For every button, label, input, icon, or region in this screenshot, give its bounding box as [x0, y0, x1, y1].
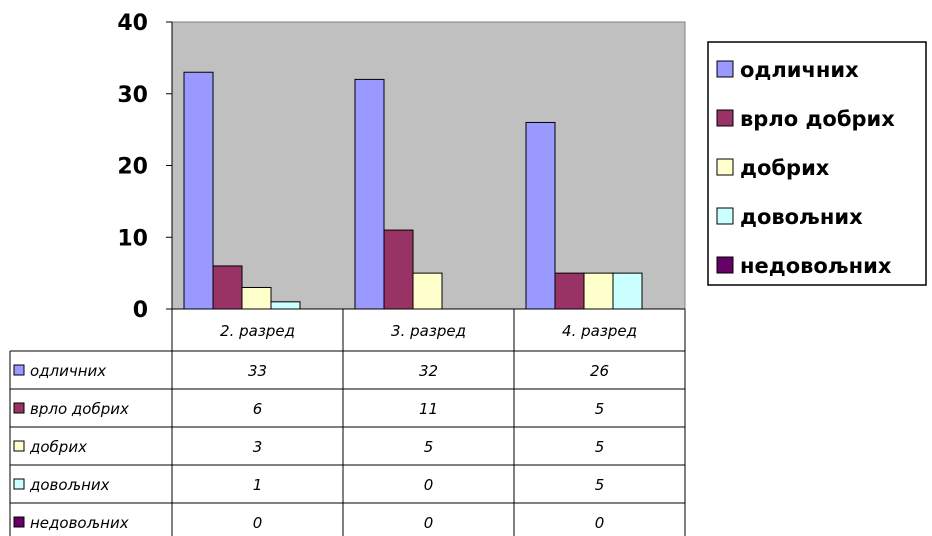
- bar-1-1: [183, 71, 214, 310]
- legend: одличних врло добрих добрих довољних недовољ…: [707, 41, 927, 286]
- bar-1-2: [354, 78, 385, 310]
- bar-3-1: [241, 286, 272, 310]
- bar-2-2: [383, 229, 414, 310]
- category-label: 3. разред: [391, 322, 466, 340]
- legend-label: довољних: [740, 205, 863, 229]
- table-swatch: [13, 402, 25, 414]
- table-series-label: одличних: [30, 362, 106, 380]
- legend-label: добрих: [740, 156, 830, 180]
- bar-2-3: [554, 272, 585, 310]
- table-value: 5: [595, 400, 605, 418]
- bar-2-1: [212, 265, 243, 310]
- table-swatch: [13, 364, 25, 376]
- legend-swatch: [716, 60, 734, 78]
- table-value: 0: [253, 514, 263, 532]
- legend-swatch: [716, 158, 734, 176]
- y-axis: 0 10 20 30 40: [117, 11, 172, 323]
- legend-label: врло добрих: [740, 107, 895, 131]
- table-value: 5: [595, 438, 605, 456]
- bar-3-2: [412, 272, 443, 310]
- plot-area: [171, 21, 686, 310]
- legend-label: одличних: [740, 58, 859, 82]
- table-value: 5: [424, 438, 434, 456]
- table-series-label: довољних: [29, 476, 110, 494]
- table-value: 33: [248, 362, 267, 380]
- bars-group: [183, 71, 643, 310]
- category-label: 2. разред: [220, 322, 295, 340]
- y-tick-label: 0: [133, 298, 148, 323]
- bar-4-3: [612, 272, 643, 310]
- y-tick-label: 20: [117, 155, 148, 180]
- legend-swatch: [716, 109, 734, 127]
- legend-label: недовољних: [740, 254, 892, 278]
- y-tick-label: 40: [117, 11, 148, 36]
- bar-3-3: [583, 272, 614, 310]
- table-value: 0: [424, 514, 434, 532]
- category-label: 4. разред: [562, 322, 637, 340]
- table-series-label: добрих: [29, 438, 87, 456]
- legend-swatch: [716, 256, 734, 274]
- table-value: 32: [419, 362, 438, 380]
- table-swatch: [13, 478, 25, 490]
- table-series-label: врло добрих: [30, 400, 129, 418]
- legend-swatch: [716, 207, 734, 225]
- table-value: 26: [590, 362, 609, 380]
- table-value: 5: [595, 476, 605, 494]
- table-value: 0: [424, 476, 434, 494]
- table-series-label: недовољних: [30, 514, 129, 532]
- bar-1-3: [525, 121, 556, 310]
- table-swatch: [13, 440, 25, 452]
- legend-box: [707, 41, 927, 286]
- table-value: 11: [419, 400, 438, 418]
- table-value: 1: [253, 476, 263, 494]
- table-value: 3: [253, 438, 263, 456]
- table-value: 0: [595, 514, 605, 532]
- table-swatch: [13, 516, 25, 528]
- bar-4-1: [270, 301, 301, 310]
- data-table: 2. разред 3. разред 4. разред одличних 33 32 2…: [9, 308, 686, 536]
- table-value: 6: [253, 400, 263, 418]
- y-tick-label: 10: [117, 226, 148, 251]
- y-tick-label: 30: [117, 83, 148, 108]
